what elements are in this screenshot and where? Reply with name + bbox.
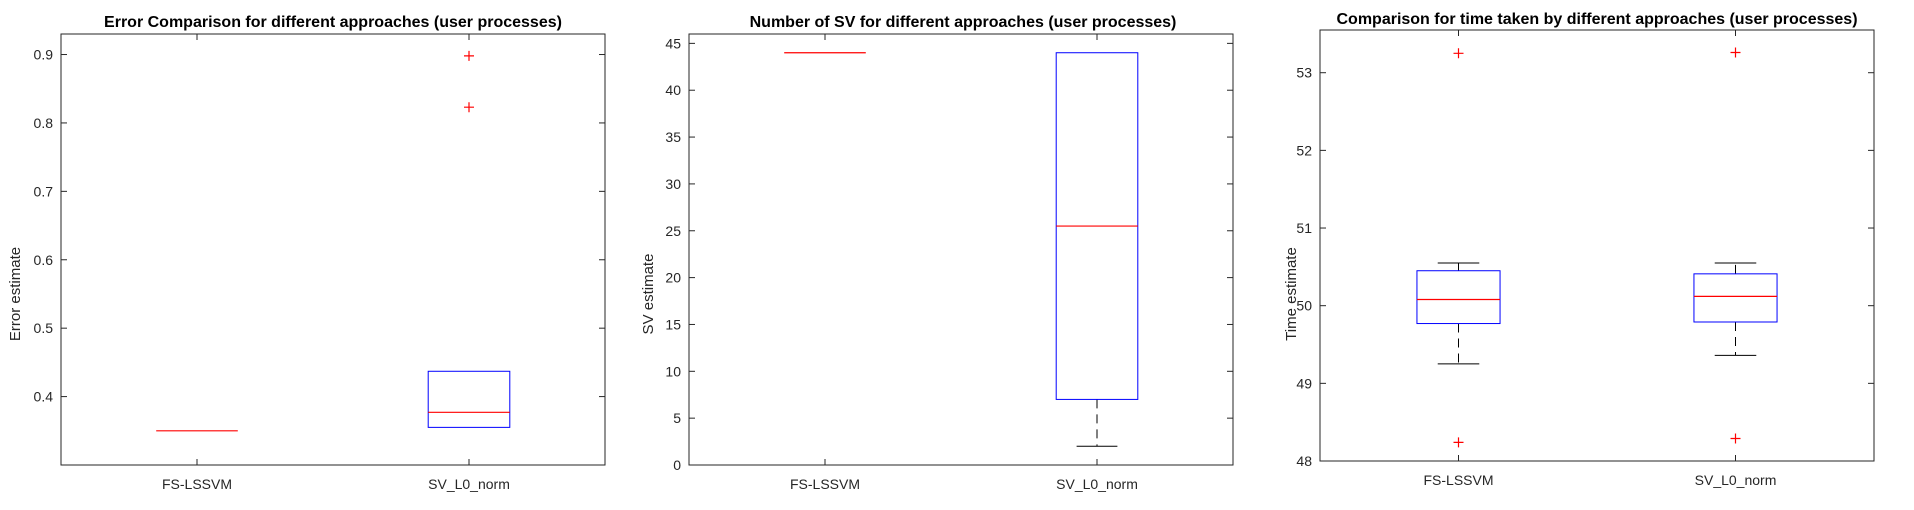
time-ytick-label: 51 — [1296, 220, 1312, 236]
error-ytick-label: 0.8 — [34, 115, 54, 131]
time-ytick-label: 48 — [1296, 453, 1312, 469]
sv-ytick-label: 45 — [665, 35, 681, 51]
sv-ytick-label: 40 — [665, 82, 681, 98]
error-outlier-marker — [464, 102, 474, 113]
sv-ytick-label: 35 — [665, 129, 681, 145]
error-axes-frame — [60, 33, 606, 466]
error-box — [427, 370, 511, 428]
sv-ytick-label: 30 — [665, 176, 681, 192]
error-chart-title: Error Comparison for different approache… — [104, 14, 562, 31]
sv-axes-frame — [688, 33, 1234, 466]
time-comparison-panel: Comparison for time taken by different a… — [1283, 11, 1875, 488]
time-outlier-marker — [1453, 48, 1464, 59]
sv-ytick-label: 15 — [665, 316, 681, 332]
time-box — [1693, 273, 1778, 323]
time-ytick-label: 49 — [1296, 375, 1312, 391]
sv-ytick-label: 5 — [673, 410, 681, 426]
error-xtick-label: FS-LSSVM — [162, 476, 232, 492]
sv-count-panel: Number of SV for different approaches (u… — [640, 14, 1234, 492]
time-outlier-marker — [1453, 437, 1464, 448]
error-ytick-label: 0.5 — [34, 320, 54, 336]
error-ytick-label: 0.9 — [34, 47, 54, 63]
sv-ytick-label: 25 — [665, 223, 681, 239]
sv-ytick-label: 0 — [673, 457, 681, 473]
sv-xtick-label: SV_L0_norm — [1056, 476, 1138, 492]
time-axes-frame — [1319, 29, 1875, 462]
time-box — [1416, 270, 1501, 325]
error-y-axis-label: Error estimate — [7, 247, 24, 341]
time-chart-title: Comparison for time taken by different a… — [1336, 11, 1857, 28]
sv-chart-title: Number of SV for different approaches (u… — [750, 14, 1177, 31]
time-ytick-label: 50 — [1296, 298, 1312, 314]
error-ytick-label: 0.7 — [34, 183, 54, 199]
error-outlier-marker — [464, 50, 474, 61]
sv-ytick-label: 20 — [665, 270, 681, 286]
sv-y-axis-label: SV estimate — [640, 254, 657, 335]
error-comparison-panel: Error Comparison for different approache… — [7, 14, 606, 492]
time-y-axis-label: Time estimate — [1283, 247, 1300, 341]
sv-xtick-label: FS-LSSVM — [790, 476, 860, 492]
time-outlier-marker — [1730, 433, 1741, 444]
error-ytick-label: 0.6 — [34, 252, 54, 268]
error-xtick-label: SV_L0_norm — [428, 476, 510, 492]
time-ytick-label: 52 — [1296, 142, 1312, 158]
sv-ytick-label: 10 — [665, 363, 681, 379]
time-xtick-label: FS-LSSVM — [1423, 472, 1493, 488]
error-ytick-label: 0.4 — [34, 389, 54, 405]
time-xtick-label: SV_L0_norm — [1695, 472, 1777, 488]
time-ytick-label: 53 — [1296, 65, 1312, 81]
time-outlier-marker — [1730, 47, 1741, 58]
